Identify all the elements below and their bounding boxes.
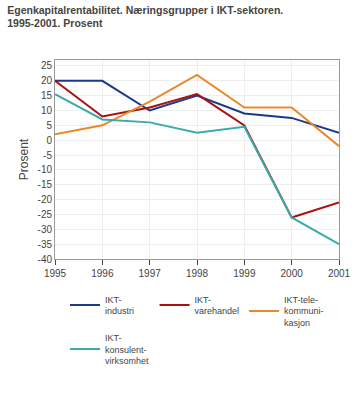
svg-text:2001: 2001 [328,268,351,279]
svg-text:Prosent: Prosent [17,138,31,180]
svg-text:IKT-tele-kommuni-kasjon: IKT-tele-kommuni-kasjon [284,295,324,328]
svg-text:0: 0 [46,135,52,146]
svg-text:-25: -25 [38,209,53,220]
svg-text:-30: -30 [38,224,53,235]
svg-text:-5: -5 [43,150,52,161]
svg-text:IKT-konsulent-virksomhet: IKT-konsulent-virksomhet [105,333,149,366]
svg-text:-15: -15 [38,179,53,190]
svg-text:25: 25 [41,60,53,71]
svg-text:1997: 1997 [139,268,162,279]
svg-text:20: 20 [41,75,53,86]
svg-text:IKT-industri: IKT-industri [105,295,134,317]
svg-text:1996: 1996 [91,268,114,279]
svg-text:10: 10 [41,105,53,116]
svg-text:-10: -10 [38,164,53,175]
svg-text:2000: 2000 [281,268,304,279]
svg-text:-20: -20 [38,194,53,205]
svg-text:IKT-varehandel: IKT-varehandel [195,295,240,317]
svg-text:Egenkapitalrentabilitet. Nærin: Egenkapitalrentabilitet. Næringsgrupper … [7,4,283,30]
svg-text:1995: 1995 [44,268,67,279]
svg-text:5: 5 [46,120,52,131]
svg-text:1998: 1998 [186,268,209,279]
svg-text:1999: 1999 [233,268,256,279]
svg-text:-40: -40 [38,254,53,265]
svg-text:-35: -35 [38,239,53,250]
svg-text:15: 15 [41,90,53,101]
